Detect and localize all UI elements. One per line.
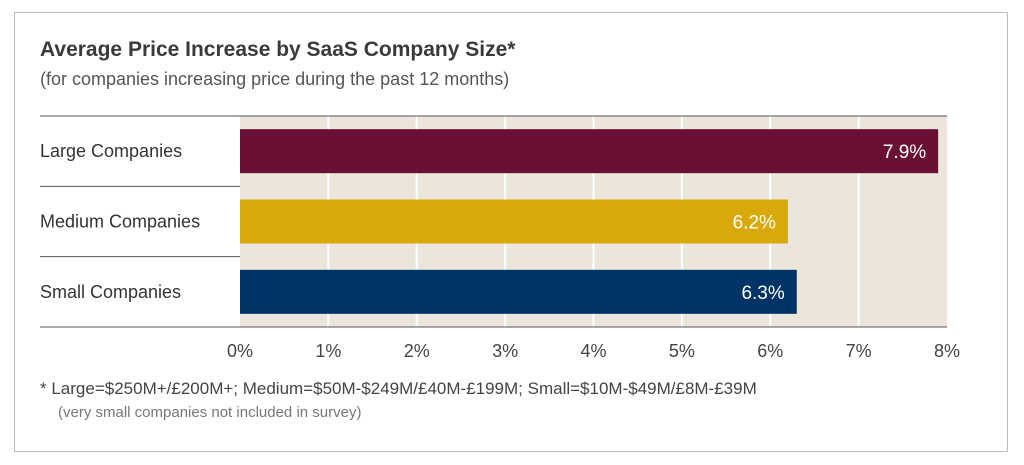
category-label: Large Companies bbox=[40, 141, 182, 161]
bar bbox=[240, 129, 939, 174]
x-tick-label: 8% bbox=[934, 341, 960, 361]
bar bbox=[240, 199, 788, 244]
x-tick-label: 3% bbox=[492, 341, 518, 361]
category-label: Small Companies bbox=[40, 282, 181, 302]
x-tick-label: 0% bbox=[227, 341, 253, 361]
chart-title: Average Price Increase by SaaS Company S… bbox=[40, 38, 516, 61]
x-tick-label: 2% bbox=[404, 341, 430, 361]
x-tick-label: 7% bbox=[846, 341, 872, 361]
data-label: 6.2% bbox=[733, 213, 776, 234]
x-tick-label: 4% bbox=[580, 341, 606, 361]
bar bbox=[240, 269, 797, 314]
category-label: Medium Companies bbox=[40, 212, 200, 232]
x-tick-label: 1% bbox=[315, 341, 341, 361]
data-label: 7.9% bbox=[883, 142, 926, 163]
x-tick-label: 6% bbox=[757, 341, 783, 361]
x-tick-label: 5% bbox=[669, 341, 695, 361]
footnote: * Large=$250M+/£200M+; Medium=$50M-$249M… bbox=[40, 379, 757, 398]
data-label: 6.3% bbox=[741, 283, 784, 304]
footnote-subnote: (very small companies not included in su… bbox=[58, 404, 362, 421]
chart-subtitle: (for companies increasing price during t… bbox=[40, 69, 510, 89]
